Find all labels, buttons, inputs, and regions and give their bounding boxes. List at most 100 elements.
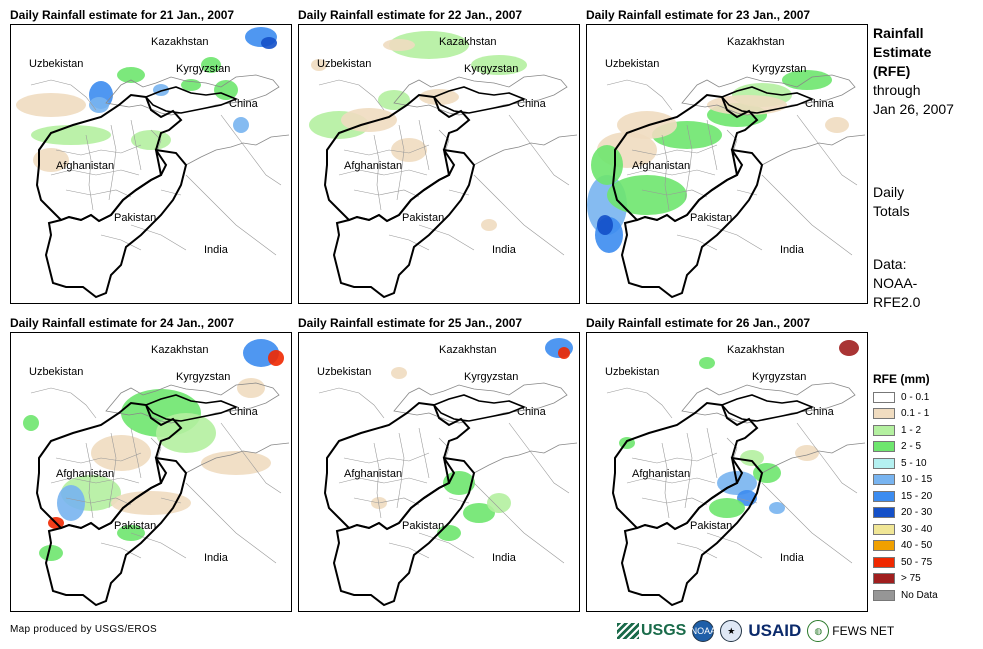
- rainfall-area: [391, 367, 407, 379]
- afghanistan-border: [35, 401, 183, 531]
- admin-boundary: [396, 432, 405, 509]
- rainfall-area: [487, 493, 511, 513]
- admin-boundary: [358, 477, 428, 484]
- rainfall-area: [481, 219, 497, 231]
- admin-boundary: [606, 79, 673, 111]
- admin-boundary: [50, 169, 72, 176]
- rainfall-area: [699, 357, 715, 369]
- admin-boundary: [418, 427, 430, 479]
- legend-item: 0.1 - 1: [873, 406, 938, 423]
- rainfall-area: [131, 130, 171, 150]
- map-label-kyrgyzstan: Kyrgyzstan: [464, 371, 518, 383]
- admin-boundary: [318, 79, 385, 111]
- admin-boundary: [388, 234, 430, 251]
- afghanistan-border: [611, 93, 759, 223]
- country-border: [681, 74, 856, 116]
- admin-boundary: [448, 189, 470, 196]
- map-credit: Map produced by USGS/EROS: [10, 624, 158, 635]
- admin-boundary: [160, 189, 182, 196]
- kyrgyzstan-border: [720, 86, 815, 114]
- state-seal-icon: ★: [720, 620, 743, 642]
- rainfall-area: [39, 545, 63, 561]
- rainfall-area: [341, 108, 397, 132]
- usaid-logo: USAID: [748, 621, 802, 640]
- usgs-logo: USGS: [617, 622, 686, 640]
- legend-label: > 75: [901, 573, 921, 585]
- country-border: [185, 442, 290, 474]
- admin-boundary: [30, 387, 97, 419]
- map-label-kazakhstan: Kazakhstan: [727, 36, 784, 48]
- rainfall-area: [311, 59, 327, 71]
- afghanistan-border: [611, 401, 759, 531]
- rainfall-area: [201, 451, 271, 475]
- noaa-logo: NOAA: [691, 620, 716, 642]
- map-label-kyrgyzstan: Kyrgyzstan: [752, 371, 806, 383]
- legend-swatch: [873, 540, 895, 552]
- title-line: Rainfall: [873, 25, 924, 41]
- map-label-india: India: [204, 552, 229, 564]
- admin-boundary: [220, 114, 282, 186]
- rainfall-area: [740, 450, 764, 466]
- admin-boundary: [418, 224, 475, 251]
- data-line: Data:: [873, 256, 907, 272]
- legend-item: 0 - 0.1: [873, 389, 938, 406]
- map-label-kazakhstan: Kazakhstan: [727, 344, 784, 356]
- kyrgyzstan-border: [432, 86, 527, 114]
- country-border: [105, 382, 280, 424]
- admin-boundary: [626, 169, 648, 176]
- rainfall-area: [607, 175, 687, 215]
- rainfall-area: [214, 80, 238, 100]
- legend-swatch: [873, 523, 895, 535]
- legend-item: 2 - 5: [873, 439, 938, 456]
- map-label-afghanistan: Afghanistan: [56, 468, 114, 480]
- rainfall-area: [597, 215, 613, 235]
- panel-title: Daily Rainfall estimate for 25 Jan., 200…: [298, 316, 523, 330]
- admin-boundary: [641, 497, 708, 506]
- admin-boundary: [418, 532, 475, 559]
- map-label-afghanistan: Afghanistan: [344, 160, 402, 172]
- map-label-afghanistan: Afghanistan: [632, 160, 690, 172]
- legend-item: No Data: [873, 587, 938, 604]
- map-frame: Kazakhstan Uzbekistan Kyrgyzstan China Afgha…: [298, 24, 580, 304]
- panel-title: Daily Rainfall estimate for 24 Jan., 200…: [10, 316, 235, 330]
- map-label-china: China: [517, 406, 547, 418]
- legend-item: 40 - 50: [873, 538, 938, 555]
- rainfall-area: [201, 57, 221, 73]
- legend-label: 0 - 0.1: [901, 391, 930, 403]
- legend-swatch: [873, 457, 895, 469]
- admin-boundary: [318, 387, 385, 419]
- pakistan-border: [44, 456, 188, 607]
- admin-boundary: [130, 224, 187, 251]
- rainfall-area: [16, 93, 86, 117]
- legend-label: 15 - 20: [901, 490, 933, 502]
- country-border: [473, 442, 578, 474]
- admin-boundary: [65, 189, 132, 198]
- admin-boundary: [684, 432, 693, 509]
- side-totals: Daily Totals: [873, 183, 910, 221]
- rainfall-area: [378, 90, 410, 110]
- admin-boundary: [796, 422, 858, 494]
- map-label-china: China: [805, 98, 835, 110]
- rainfall-map: Kazakhstan Uzbekistan Kyrgyzstan China Afgha…: [23, 339, 290, 607]
- admin-boundary: [736, 497, 758, 504]
- rainfall-area: [33, 148, 69, 172]
- map-frame: Kazakhstan Uzbekistan Kyrgyzstan China Afgha…: [586, 332, 868, 612]
- admin-boundary: [55, 144, 142, 156]
- admin-boundary: [606, 387, 673, 419]
- map-frame: Kazakhstan Uzbekistan Kyrgyzstan China Afgha…: [10, 24, 292, 304]
- map-label-afghanistan: Afghanistan: [344, 468, 402, 480]
- pakistan-border: [620, 148, 764, 299]
- admin-boundary: [388, 542, 430, 559]
- legend-swatch: [873, 507, 895, 519]
- map-label-afghanistan: Afghanistan: [632, 468, 690, 480]
- legend-swatch: [873, 391, 895, 403]
- map-label-china: China: [229, 406, 259, 418]
- map-label-india: India: [492, 244, 517, 256]
- legend-item: 1 - 2: [873, 422, 938, 439]
- admin-boundary: [108, 432, 117, 509]
- map-label-pakistan: Pakistan: [114, 212, 156, 224]
- country-border: [393, 382, 568, 424]
- pakistan-border: [332, 148, 476, 299]
- admin-boundary: [30, 79, 97, 111]
- country-border: [185, 134, 290, 166]
